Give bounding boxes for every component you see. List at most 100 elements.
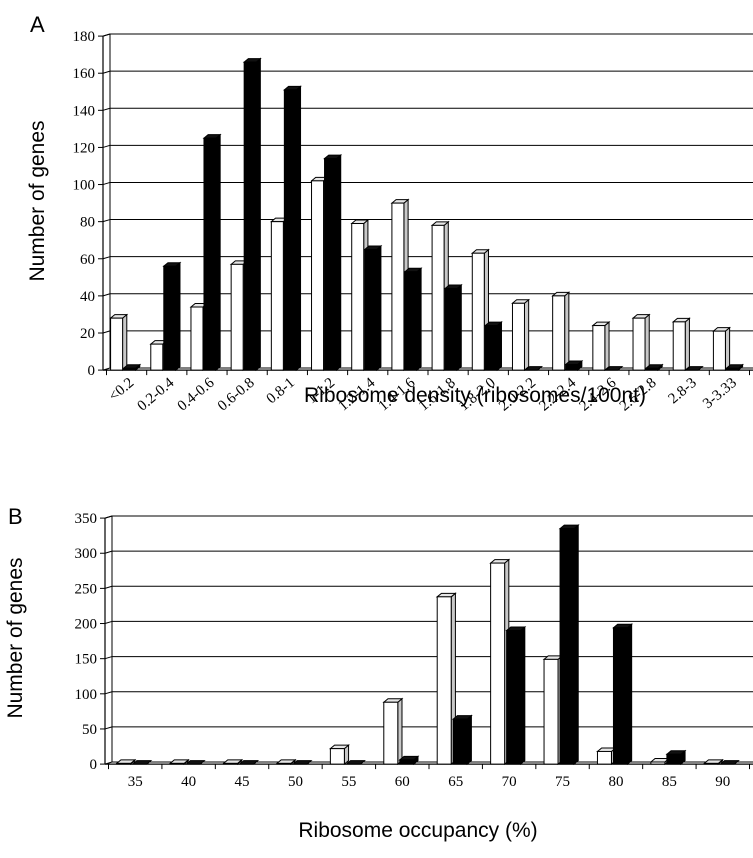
- bar-front: [150, 343, 164, 371]
- gridline-depth: [102, 107, 111, 111]
- x-axis-label: Ribosome occupancy (%): [298, 819, 537, 842]
- bar-open-12: [591, 320, 611, 372]
- bar-top: [684, 366, 704, 371]
- bar-filled-8: [558, 524, 580, 766]
- gridline-depth: [102, 256, 111, 260]
- bar-open-13: [631, 313, 651, 372]
- bar-front: [632, 317, 646, 371]
- gridline-depth: [102, 219, 111, 223]
- bar-side: [684, 317, 690, 372]
- bar-front: [190, 306, 204, 371]
- bar-front: [283, 89, 297, 371]
- gridline-depth: [102, 330, 111, 334]
- y-tick-label: 350: [75, 511, 98, 527]
- gridline-depth: [102, 70, 111, 74]
- y-tick-label: 60: [80, 252, 95, 268]
- bar-front: [311, 180, 325, 371]
- bar-filled-11: [718, 760, 740, 765]
- x-tick-label: 2.8-3: [666, 375, 700, 407]
- bar-top: [604, 366, 624, 371]
- bar-top: [718, 760, 740, 765]
- y-tick-label: 50: [82, 722, 97, 738]
- bar-front: [270, 221, 284, 371]
- bar-filled-4: [344, 760, 366, 765]
- gridline-depth: [104, 691, 113, 695]
- bar-filled-1: [184, 760, 206, 765]
- bar-front: [565, 364, 579, 371]
- y-tick-label: 100: [75, 687, 98, 703]
- bar-side: [573, 524, 579, 766]
- x-tick-label: 0.4-0.6: [175, 375, 218, 415]
- bar-open-10: [649, 757, 671, 766]
- bar-side: [175, 261, 181, 372]
- bar-filled-9: [612, 623, 634, 766]
- bar-open-6: [435, 592, 457, 766]
- bar-side: [724, 326, 731, 372]
- bar-side: [626, 623, 633, 766]
- x-axis-label: Ribosome density (ribosomes/100nt): [304, 384, 646, 407]
- bar-top: [131, 760, 153, 765]
- bar-front: [329, 748, 345, 765]
- bar-open-3: [275, 758, 297, 766]
- bar-filled-5: [323, 153, 343, 372]
- bar-filled-10: [665, 749, 687, 766]
- bar-front: [431, 224, 445, 371]
- bar-front: [203, 137, 217, 371]
- x-tick-label: 3-3.33: [700, 375, 740, 412]
- x-tick-label: 75: [555, 774, 570, 790]
- bar-front: [612, 627, 628, 765]
- bar-filled-6: [451, 714, 473, 766]
- y-tick-label: 250: [75, 581, 98, 597]
- x-tick-label: 45: [235, 774, 250, 790]
- x-tick-label: 70: [502, 774, 517, 790]
- bar-front: [364, 248, 378, 371]
- bar-front: [169, 762, 185, 765]
- bar-side: [255, 57, 261, 372]
- x-tick-label: <0.2: [106, 375, 137, 405]
- bar-filled-8: [443, 283, 463, 372]
- bar-filled-9: [483, 320, 503, 372]
- bar-front: [444, 287, 458, 371]
- bar-filled-0: [122, 363, 142, 372]
- bar-side: [456, 283, 462, 372]
- bar-filled-13: [644, 363, 664, 372]
- y-tick-label: 120: [73, 140, 96, 156]
- y-tick-label: 80: [80, 215, 95, 231]
- y-tick-label: 160: [73, 66, 96, 82]
- x-tick-label: 0.2-0.4: [135, 375, 178, 415]
- gridline-depth: [102, 144, 111, 148]
- bar-top: [291, 760, 313, 765]
- bar-side: [496, 320, 502, 372]
- bar-side: [336, 153, 342, 372]
- panel-letter: A: [30, 12, 45, 37]
- bar-front: [399, 759, 415, 765]
- bar-filled-7: [505, 625, 527, 766]
- bar-filled-3: [291, 760, 313, 765]
- bar-front: [230, 263, 244, 371]
- gridline-depth: [104, 656, 113, 660]
- gridline-depth: [102, 293, 111, 297]
- bar-side: [397, 697, 403, 766]
- y-axis-label: Number of genes: [26, 120, 49, 281]
- gridline-depth: [104, 550, 113, 554]
- bar-filled-5: [398, 755, 420, 766]
- bar-top: [184, 760, 206, 765]
- bar-open-15: [712, 326, 731, 372]
- chart-panel-B: B 0 50 100 150 200 250 300 350 35 40 45 50 55 60 65 70 75…: [4, 504, 753, 842]
- x-tick-label: 35: [128, 774, 143, 790]
- bar-front: [116, 762, 132, 765]
- bar-front: [712, 330, 726, 371]
- bar-filled-2: [202, 133, 222, 372]
- y-tick-label: 0: [88, 363, 96, 379]
- bar-front: [351, 223, 365, 371]
- x-tick-label: 0.8-1: [264, 375, 298, 407]
- bar-side: [295, 85, 302, 372]
- x-tick-label: 55: [341, 774, 356, 790]
- bar-open-10: [511, 298, 531, 372]
- y-axis-label: Number of genes: [4, 557, 27, 718]
- bar-open-9: [470, 248, 490, 372]
- bar-open-7: [489, 558, 511, 766]
- y-tick-label: 20: [80, 326, 95, 342]
- bar-front: [543, 658, 559, 765]
